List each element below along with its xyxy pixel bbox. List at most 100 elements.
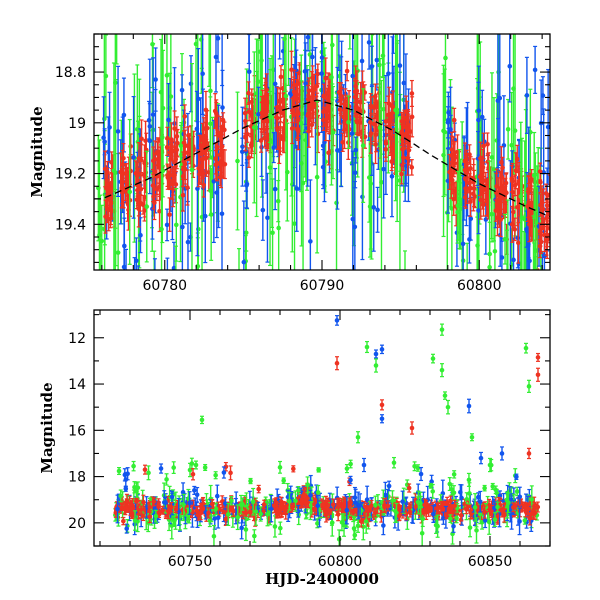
- data-marker: [310, 103, 316, 109]
- data-marker: [135, 126, 140, 132]
- data-marker: [148, 355, 153, 360]
- data-marker: [289, 126, 295, 131]
- data-marker: [467, 237, 472, 242]
- data-marker: [300, 180, 306, 186]
- data-marker: [505, 126, 511, 132]
- top-green-point: [465, 242, 470, 270]
- data-marker: [188, 138, 194, 144]
- data-marker: [278, 110, 283, 115]
- top-red-point: [289, 50, 294, 89]
- data-marker: [127, 189, 133, 195]
- data-marker: [391, 12, 396, 17]
- top-red-point: [510, 176, 516, 209]
- top-green-point: [179, 287, 184, 346]
- top-red-point: [451, 107, 457, 133]
- top-blue-point: [131, 96, 136, 219]
- data-marker: [144, 204, 150, 209]
- top-blue-point: [179, 74, 185, 106]
- data-marker: [164, 222, 170, 228]
- data-marker: [467, 199, 473, 205]
- top-green-point: [96, 134, 101, 242]
- top-red-point: [203, 90, 209, 129]
- data-marker: [200, 71, 205, 76]
- data-marker: [113, 274, 118, 279]
- top-red-point: [243, 108, 248, 134]
- data-marker: [377, 62, 382, 68]
- data-marker: [302, 69, 308, 74]
- top-blue-point: [532, 45, 538, 95]
- data-marker: [341, 114, 346, 120]
- data-marker: [262, 95, 268, 100]
- data-marker: [544, 238, 549, 244]
- data-marker: [514, 156, 520, 162]
- data-marker: [531, 304, 536, 309]
- data-marker: [134, 258, 139, 264]
- top-blue-point: [476, 81, 481, 159]
- top-green-point: [148, 323, 153, 392]
- data-marker: [103, 214, 108, 219]
- data-marker: [443, 55, 448, 61]
- top-red-point: [500, 156, 505, 179]
- top-red-point: [220, 112, 226, 129]
- data-marker: [386, 71, 391, 76]
- data-marker: [207, 0, 212, 4]
- top-red-point: [292, 69, 297, 101]
- data-marker: [249, 99, 255, 105]
- top-red-point: [481, 132, 486, 160]
- top-green-point: [152, 250, 157, 270]
- data-marker: [160, 105, 166, 111]
- top-red-point: [185, 169, 190, 206]
- top-blue-point: [272, 167, 278, 211]
- top-red-point: [447, 153, 452, 191]
- data-marker: [306, 128, 312, 134]
- data-marker: [132, 291, 137, 296]
- top-green-point: [285, 122, 290, 222]
- top-red-point: [371, 106, 377, 143]
- top-blue-point: [102, 128, 107, 156]
- data-marker: [497, 95, 503, 101]
- data-marker: [168, 156, 173, 162]
- data-marker: [277, 22, 282, 27]
- data-marker: [152, 200, 157, 206]
- data-marker: [287, 91, 293, 96]
- top-green-point: [98, 194, 103, 270]
- data-marker: [150, 112, 156, 117]
- data-marker: [506, 300, 511, 305]
- data-marker: [203, 107, 209, 113]
- top-blue-point: [152, 258, 157, 270]
- top-green-point: [240, 0, 245, 23]
- top-green-point: [403, 250, 408, 283]
- top-blue-point: [213, 34, 219, 93]
- top-red-point: [197, 164, 202, 185]
- data-marker: [369, 64, 375, 69]
- data-marker: [237, 331, 242, 336]
- data-marker: [467, 180, 472, 186]
- top-green-point: [286, 34, 291, 87]
- top-blue-point: [220, 34, 225, 87]
- data-marker: [400, 155, 406, 161]
- data-marker: [174, 134, 180, 139]
- top-blue-point: [147, 103, 153, 179]
- data-marker: [235, 158, 240, 164]
- data-marker: [476, 208, 481, 213]
- data-marker: [166, 177, 172, 183]
- data-marker: [276, 225, 281, 231]
- data-marker: [243, 230, 249, 236]
- data-marker: [139, 136, 144, 142]
- data-marker: [182, 114, 188, 119]
- top-red-point: [259, 101, 265, 133]
- top-blue-point: [369, 45, 375, 88]
- data-marker: [369, 1, 374, 6]
- data-marker: [491, 166, 497, 172]
- data-marker: [403, 278, 408, 283]
- top-red-point: [341, 102, 346, 132]
- top-green-point: [502, 213, 508, 265]
- data-marker: [157, 208, 162, 214]
- top-red-point: [167, 197, 172, 232]
- data-marker: [401, 80, 407, 86]
- data-marker: [102, 139, 107, 145]
- data-marker: [169, 181, 175, 187]
- data-marker: [409, 114, 415, 120]
- data-marker: [166, 117, 171, 123]
- data-marker: [307, 107, 312, 113]
